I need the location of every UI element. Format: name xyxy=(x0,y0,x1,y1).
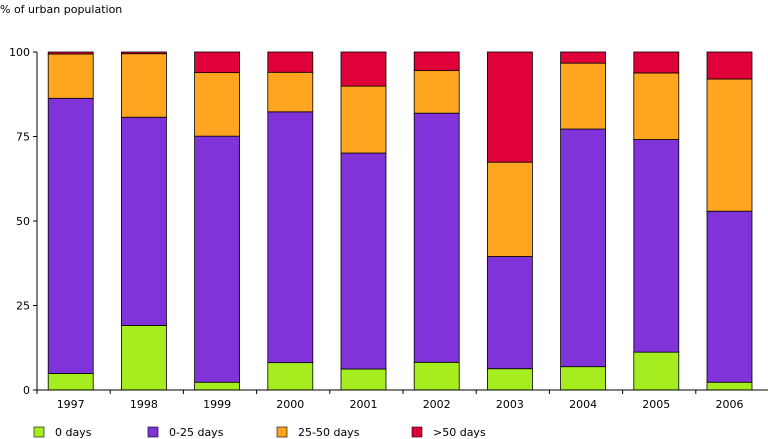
legend-label: 0-25 days xyxy=(169,426,224,439)
bar-segment-1998-0-25-days xyxy=(121,116,167,326)
y-tick-label: 75 xyxy=(16,131,30,144)
legend-swatch xyxy=(33,426,45,438)
bar-segment-2006-25-50-days xyxy=(706,78,753,212)
bar-segment-2002-0-25-days xyxy=(413,112,460,363)
bar-segment-1999-0-days xyxy=(194,381,241,391)
y-tick-label: 100 xyxy=(9,46,30,59)
bars-layer xyxy=(47,51,753,391)
y-tick-label: 50 xyxy=(16,215,30,228)
x-tick-label: 2001 xyxy=(350,398,378,411)
bar-segment-2000-0-days xyxy=(267,362,314,391)
bar-segment-2004-25-50-days xyxy=(560,62,606,130)
bar-segment-2003-25-50-days xyxy=(486,161,533,257)
bar-segment-2002--50-days xyxy=(413,51,460,71)
bar-segment-2001-0-days xyxy=(340,368,387,391)
bar-segment-2001-0-25-days xyxy=(340,152,387,370)
y-axis: 0 25 50 75 100 xyxy=(9,46,38,397)
bar-segment-2001--50-days xyxy=(340,51,387,87)
bar-segment-1997-0-days xyxy=(47,373,94,391)
bar-segment-2002-0-days xyxy=(413,361,460,391)
bar-segment-2003--50-days xyxy=(486,51,533,163)
y-tick-label: 0 xyxy=(23,384,30,397)
bar-segment-1997-25-50-days xyxy=(47,53,94,99)
bar-segment-2000--50-days xyxy=(267,51,314,73)
bar-segment-2004-0-days xyxy=(560,366,606,391)
bar-segment-2000-0-25-days xyxy=(267,111,314,364)
bar-segment-2004-0-25-days xyxy=(560,128,606,368)
x-tick-label: 2004 xyxy=(569,398,597,411)
bar-segment-1998-0-days xyxy=(121,325,167,391)
x-tick-label: 2006 xyxy=(716,398,744,411)
bar-segment-2001-25-50-days xyxy=(340,85,387,154)
bar-segment-1998--50-days xyxy=(121,51,167,55)
bar-segment-2005-0-days xyxy=(633,351,680,391)
bar-segment-2003-0-days xyxy=(486,368,533,391)
x-axis: 1997 1998 1999 2000 2001 2002 2003 2004 2005 2006 xyxy=(36,389,768,411)
x-tick-label: 2005 xyxy=(642,398,670,411)
bar-segment-1999-0-25-days xyxy=(194,135,241,383)
bar-segment-2004--50-days xyxy=(560,51,606,64)
bar-segment-2005-0-25-days xyxy=(633,139,680,353)
bar-segment-2005-25-50-days xyxy=(633,72,680,140)
y-tick-label: 25 xyxy=(16,300,30,313)
bar-segment-1998-25-50-days xyxy=(121,53,167,118)
bar-segment-2000-25-50-days xyxy=(267,71,314,113)
bar-segment-2002-25-50-days xyxy=(413,70,460,114)
bar-segment-2003-0-25-days xyxy=(486,256,533,370)
bar-segment-2005--50-days xyxy=(633,51,680,74)
y-axis-label: % of urban population xyxy=(0,3,122,16)
x-tick-label: 1999 xyxy=(203,398,231,411)
x-tick-label: 1998 xyxy=(130,398,158,411)
bar-segment-2006--50-days xyxy=(706,51,753,80)
bar-segment-1999-25-50-days xyxy=(194,72,241,137)
legend-swatch xyxy=(276,426,288,438)
bar-segment-1997--50-days xyxy=(47,51,94,55)
legend-label: 0 days xyxy=(55,426,92,439)
x-tick-label: 2000 xyxy=(276,398,304,411)
x-tick-label: 2002 xyxy=(423,398,451,411)
legend-swatch xyxy=(147,426,159,438)
legend-swatch xyxy=(411,426,423,438)
bar-segment-1999--50-days xyxy=(194,51,241,74)
bar-segment-2006-0-days xyxy=(706,381,753,391)
bar-segment-1997-0-25-days xyxy=(47,97,94,374)
bar-segment-2006-0-25-days xyxy=(706,210,753,383)
x-tick-label: 1997 xyxy=(57,398,85,411)
legend: 0 days 0-25 days 25-50 days >50 days xyxy=(33,426,486,439)
legend-label: >50 days xyxy=(433,426,486,439)
x-tick-label: 2003 xyxy=(496,398,524,411)
legend-label: 25-50 days xyxy=(298,426,360,439)
